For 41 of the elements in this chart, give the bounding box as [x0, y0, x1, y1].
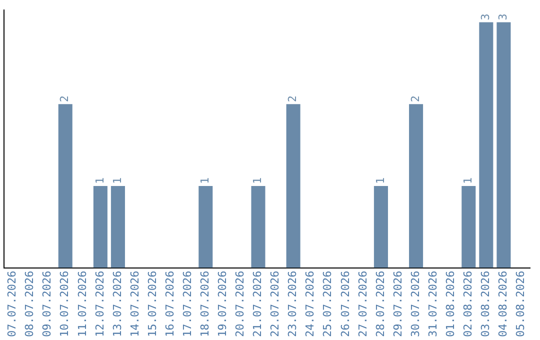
data-label: 1: [198, 177, 212, 184]
x-tick-label: 30.07.2026: [408, 270, 422, 338]
x-tick-label: 23.07.2026: [286, 270, 300, 338]
x-tick-label: 03.08.2026: [479, 270, 492, 338]
x-tick-label: 20.07.2026: [234, 270, 247, 338]
x-tick-label: 15.07.2026: [146, 270, 159, 338]
x-tick-label: 04.08.2026: [496, 270, 510, 338]
x-tick-label: 07.07.2026: [6, 270, 19, 338]
data-label: 1: [461, 177, 474, 184]
x-tick-label: 14.07.2026: [128, 270, 142, 338]
x-tick-label: 19.07.2026: [216, 270, 230, 338]
x-tick-label: 25.07.2026: [321, 270, 334, 338]
x-tick-label: 17.07.2026: [180, 270, 194, 338]
x-tick-label: 10.07.2026: [58, 270, 72, 338]
data-label: 2: [286, 95, 300, 102]
x-tick-label: 16.07.2026: [163, 270, 176, 338]
x-tick-label: 01.08.2026: [444, 270, 457, 338]
x-tick-label: 08.07.2026: [23, 270, 36, 338]
x-tick-label: 02.08.2026: [461, 270, 474, 338]
data-label: 1: [251, 177, 264, 184]
x-tick-label: 31.07.2026: [426, 270, 440, 338]
x-tick-label: 29.07.2026: [391, 270, 404, 338]
data-label: 2: [408, 95, 422, 102]
x-tick-label: 05.08.2026: [514, 270, 528, 338]
data-label: 3: [479, 14, 492, 20]
x-tick-label: 27.07.2026: [356, 270, 370, 338]
data-label: 1: [110, 177, 124, 184]
data-label: 1: [374, 177, 387, 184]
x-tick-label: 09.07.2026: [40, 270, 54, 338]
x-tick-label: 26.07.2026: [338, 270, 352, 338]
x-tick-label: 24.07.2026: [304, 270, 317, 338]
x-tick-label: 28.07.2026: [374, 270, 387, 338]
x-tick-label: 18.07.2026: [198, 270, 212, 338]
x-tick-label: 21.07.2026: [251, 270, 264, 338]
x-tick-label: 22.07.2026: [268, 270, 282, 338]
x-tick-label: 11.07.2026: [76, 270, 89, 338]
data-label: 3: [496, 14, 510, 20]
data-label: 2: [58, 95, 72, 102]
data-label: 1: [93, 177, 106, 184]
x-tick-label: 13.07.2026: [110, 270, 124, 338]
x-tick-label: 12.07.2026: [93, 270, 106, 338]
